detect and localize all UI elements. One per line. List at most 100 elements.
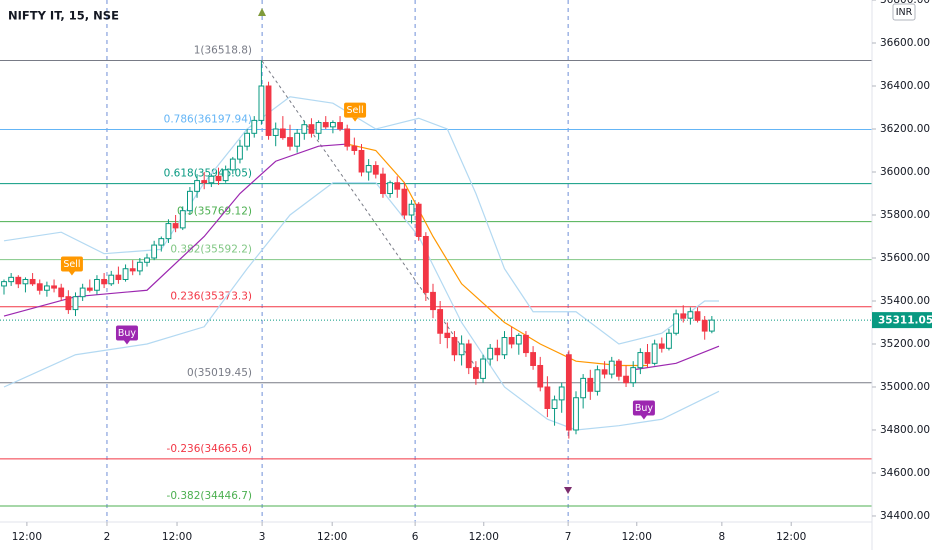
candle-body — [430, 291, 436, 311]
candle-body — [472, 367, 479, 379]
signal-label: Buy — [118, 328, 137, 339]
candle-body — [487, 347, 494, 360]
y-tick-label: 36200.00 — [880, 123, 930, 135]
indicator-line — [3, 182, 720, 431]
candle-body — [380, 173, 386, 194]
currency: INR — [896, 7, 913, 18]
candle-body — [129, 268, 136, 272]
candle-body — [651, 343, 658, 364]
fib-level-label: 0(35019.45) — [187, 367, 252, 379]
candle-body — [422, 235, 429, 293]
fib-levels: 1(36518.8) 0.786(36197.94) 0.618(35946.05)… — [0, 44, 872, 507]
signal-badge — [115, 325, 138, 341]
candle-body — [337, 122, 343, 130]
candle-body — [58, 287, 65, 298]
fib-level-label: -0.236(34665.6) — [167, 443, 252, 455]
y-tick-label: 35800.00 — [880, 209, 930, 221]
candle-body — [179, 210, 186, 229]
candle-body — [244, 132, 251, 147]
top-marker — [258, 8, 266, 16]
y-tick-label: 35000.00 — [880, 381, 930, 393]
signal-badge — [344, 102, 367, 118]
x-tick-label: 12:00 — [12, 531, 42, 543]
y-tick-label: 34800.00 — [880, 424, 930, 436]
candle-body — [308, 124, 315, 134]
y-tick-label: 35600.00 — [880, 252, 930, 264]
candle-body — [108, 274, 115, 285]
candle-body — [508, 337, 515, 345]
candle-body — [1, 281, 7, 287]
axes: 34400.00 34600.00 34800.00 35000.00 35200.00… — [12, 0, 932, 543]
y-tick-label: 36000.00 — [880, 166, 930, 178]
y-tick-label: 36400.00 — [880, 80, 930, 92]
bottom-marker — [564, 487, 572, 494]
indicator-line — [347, 143, 648, 367]
candle-body — [65, 296, 72, 311]
fib-level-label: 0.236(35373.3) — [170, 291, 252, 303]
candle-body — [72, 296, 79, 311]
candle-body — [451, 337, 458, 356]
candle-body — [322, 122, 329, 128]
candle-body — [29, 278, 36, 285]
fib-level-label: -0.382(34446.7) — [167, 490, 252, 502]
x-tick-label: 12:00 — [776, 531, 806, 543]
candle-body — [36, 283, 43, 291]
candle-body — [708, 319, 715, 332]
candle-body — [387, 182, 393, 194]
candle-body — [415, 203, 422, 237]
candle-body — [544, 386, 551, 409]
candle-body — [22, 278, 29, 285]
candle-body — [237, 145, 243, 160]
fib-level-label: 0.786(36197.94) — [164, 113, 252, 125]
x-tick-label: 3 — [259, 531, 266, 543]
candle-body — [558, 386, 565, 401]
last-price-badge — [872, 312, 932, 329]
candle-body — [258, 85, 265, 121]
candle-body — [666, 332, 672, 349]
candle-body — [465, 343, 472, 369]
candle-body — [8, 276, 15, 283]
candle-body — [222, 169, 229, 182]
candle-body — [394, 182, 401, 190]
candle-body — [615, 360, 622, 377]
y-tick-label: 36800.00 — [880, 0, 930, 6]
y-tick-label: 36600.00 — [880, 37, 930, 49]
signals: Sell Sell Buy Buy — [60, 102, 655, 420]
candle-body — [515, 334, 522, 345]
candle-body — [301, 124, 308, 134]
indicator-line — [3, 143, 348, 317]
candle-body — [551, 399, 558, 409]
candle-body — [437, 309, 444, 334]
candle-body — [165, 223, 172, 240]
candle-body — [565, 354, 572, 431]
candle-body — [351, 145, 358, 151]
x-tick-label: 12:00 — [317, 531, 347, 543]
candle-body — [587, 377, 594, 392]
candle-body — [151, 244, 158, 259]
candle-body — [229, 158, 236, 171]
y-tick-label: 34400.00 — [880, 510, 930, 522]
session-breaks — [106, 0, 569, 522]
x-tick-label: 12:00 — [162, 531, 192, 543]
y-tick-label: 35400.00 — [880, 295, 930, 307]
x-tick-label: 12:00 — [622, 531, 652, 543]
candle-body — [329, 122, 336, 128]
candle-body — [122, 268, 129, 280]
signal-label: Sell — [346, 105, 363, 116]
signal-badge — [60, 256, 83, 272]
candle-body — [315, 122, 322, 134]
candle-body — [44, 285, 50, 291]
candle-body — [144, 257, 150, 263]
candle-body — [287, 137, 293, 147]
candle-body — [194, 180, 200, 192]
candle-body — [530, 352, 536, 366]
candle-body — [265, 85, 272, 136]
plot-area: 1(36518.8) 0.786(36197.94) 0.618(35946.05)… — [0, 0, 872, 522]
candle-body — [694, 311, 701, 321]
candle-body — [401, 188, 408, 216]
x-tick-label: 12:00 — [469, 531, 499, 543]
candle-body — [408, 203, 415, 216]
candle-body — [251, 119, 258, 134]
candle-body — [358, 149, 365, 173]
